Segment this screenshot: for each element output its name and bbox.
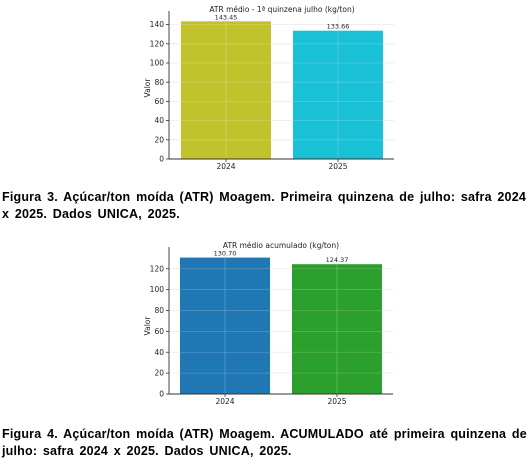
data-label: 130.70 (214, 250, 237, 258)
y-tick-label: 40 (154, 116, 164, 125)
y-axis-label: Valor (143, 316, 152, 336)
data-label: 133.66 (327, 23, 350, 31)
data-label: 124.37 (326, 256, 349, 264)
plot-area: 0 20 40 60 80 100 120 140 143.45 133.66 2024 2025 (150, 11, 394, 171)
y-tick-label: 100 (150, 59, 165, 68)
y-tick-label: 60 (154, 97, 164, 106)
y-tick-label: 80 (154, 78, 164, 87)
atr-quinzena-chart: ATR médio - 1ª quinzena julho (kg/ton) 0… (143, 5, 394, 171)
y-tick-label: 100 (150, 285, 165, 294)
y-tick-label: 0 (159, 155, 164, 164)
bar-2024 (181, 21, 271, 160)
y-tick-label: 60 (154, 327, 164, 336)
bar-2024 (180, 257, 270, 394)
atr-acumulado-chart: ATR médio acumulado (kg/ton) 0 20 40 60 80 10… (143, 241, 393, 406)
bar-2025 (292, 264, 382, 394)
y-tick-label: 40 (154, 348, 164, 357)
x-tick-label: 2024 (216, 162, 235, 171)
figure-caption: Figura 3. Açúcar/ton moída (ATR) Moagem.… (2, 190, 527, 221)
y-tick-label: 0 (159, 390, 164, 399)
y-tick-label: 20 (154, 135, 164, 144)
chart-title: ATR médio acumulado (kg/ton) (223, 241, 339, 250)
y-axis-label: Valor (143, 78, 152, 98)
data-label: 143.45 (215, 13, 238, 21)
x-tick-label: 2025 (328, 162, 347, 171)
x-tick-label: 2025 (327, 397, 346, 406)
plot-area: 0 20 40 60 80 100 120 130.70 124.37 2024 2025 (150, 247, 393, 406)
x-tick-label: 2024 (215, 397, 234, 406)
y-tick-label: 120 (150, 264, 165, 273)
y-tick-label: 20 (154, 369, 164, 378)
bar-2025 (293, 30, 383, 159)
y-tick-label: 120 (150, 39, 165, 48)
y-tick-label: 80 (154, 306, 164, 315)
y-tick-label: 140 (150, 20, 165, 29)
chart-title: ATR médio - 1ª quinzena julho (kg/ton) (209, 5, 354, 14)
figure-caption: Figura 4. Açúcar/ton moída (ATR) Moagem.… (2, 427, 527, 458)
